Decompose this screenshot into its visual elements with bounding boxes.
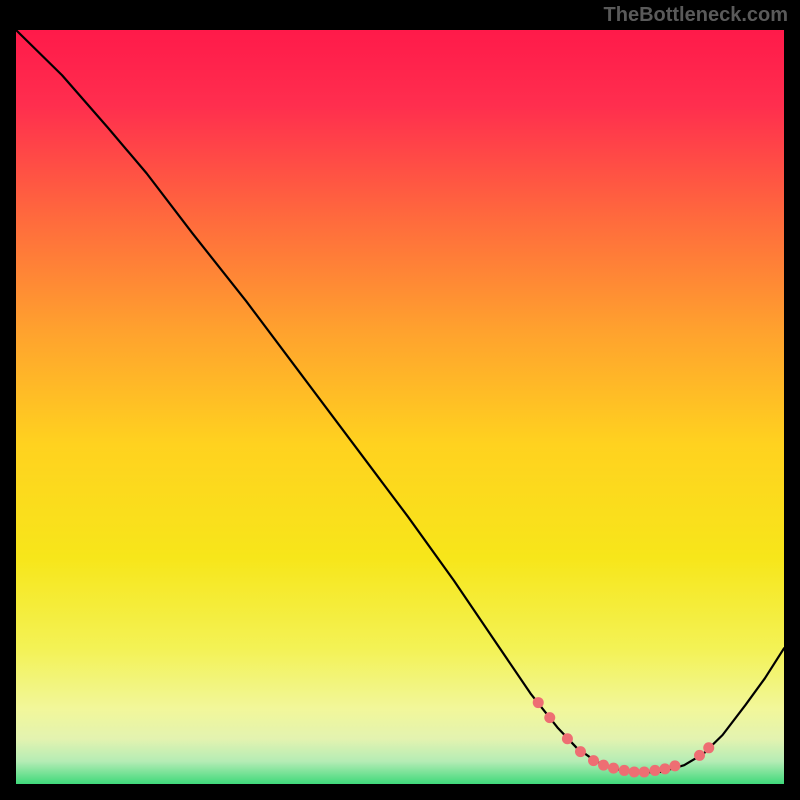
marker-dot	[544, 712, 555, 723]
watermark-text: TheBottleneck.com	[604, 4, 788, 27]
marker-dot	[639, 766, 650, 777]
bottleneck-chart: TheBottleneck.com	[0, 0, 800, 800]
marker-dot	[598, 760, 609, 771]
chart-svg	[0, 0, 800, 800]
marker-dot	[619, 765, 630, 776]
marker-dot	[649, 765, 660, 776]
marker-dot	[562, 733, 573, 744]
marker-dot	[608, 763, 619, 774]
marker-dot	[533, 697, 544, 708]
marker-dot	[703, 742, 714, 753]
gradient-background	[16, 30, 784, 784]
marker-dot	[629, 766, 640, 777]
marker-dot	[694, 750, 705, 761]
marker-dot	[669, 760, 680, 771]
marker-dot	[659, 763, 670, 774]
marker-dot	[575, 746, 586, 757]
marker-dot	[588, 755, 599, 766]
